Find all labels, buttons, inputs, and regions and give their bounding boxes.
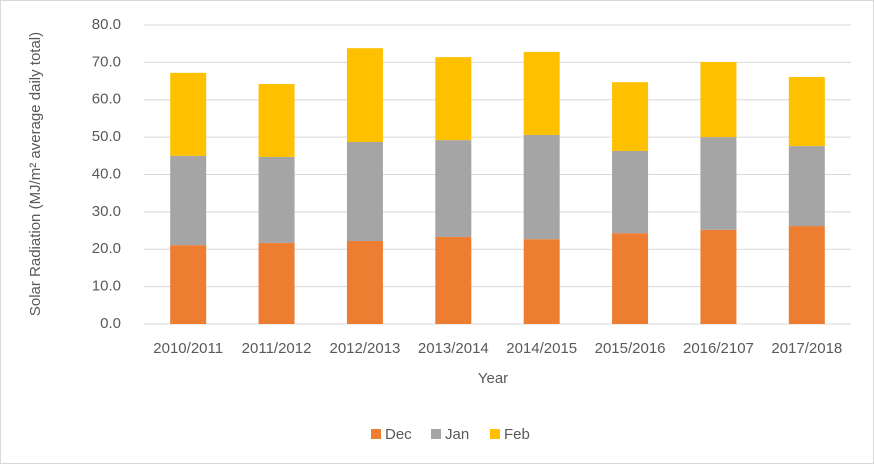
legend-swatch (371, 429, 381, 439)
y-tick-label: 0.0 (100, 315, 121, 332)
x-tick-label: 2015/2016 (595, 340, 666, 357)
bar-segment (258, 156, 295, 243)
y-tick-label: 10.0 (92, 278, 121, 295)
x-tick-label: 2013/2014 (418, 340, 489, 357)
bar-segment (170, 72, 207, 156)
bar-segment (346, 241, 383, 324)
bar-segment (700, 62, 737, 138)
bar-segment (346, 48, 383, 142)
bar-segment (788, 226, 825, 324)
legend-swatch (490, 429, 500, 439)
bar-segment (346, 141, 383, 242)
bar-segment (435, 140, 472, 237)
y-tick-label: 40.0 (92, 165, 121, 182)
y-tick-label: 80.0 (92, 16, 121, 33)
bar-segment (170, 245, 207, 324)
bar-segment (788, 76, 825, 147)
y-tick-label: 70.0 (92, 53, 121, 70)
x-axis-label: Year (478, 370, 508, 387)
x-tick-label: 2014/2015 (506, 340, 577, 357)
legend-label: Jan (445, 426, 469, 443)
x-tick-label: 2012/2013 (329, 340, 400, 357)
bar-segment (258, 242, 295, 324)
bar-segment (612, 150, 649, 234)
x-tick-label: 2017/2018 (771, 340, 842, 357)
legend-label: Feb (504, 426, 530, 443)
bar-segment (612, 82, 649, 151)
x-tick-label: 2010/2011 (153, 340, 223, 357)
y-axis-label: Solar Radiation (MJ/m² average daily tot… (27, 31, 44, 317)
legend-swatch (431, 429, 441, 439)
x-tick-label: 2016/2107 (683, 340, 754, 357)
y-tick-label: 30.0 (92, 203, 121, 220)
bar-segment (700, 137, 737, 230)
bar-segment (435, 57, 472, 141)
bar-segment (258, 84, 295, 157)
bar-segment (523, 239, 560, 324)
bar-segment (435, 236, 472, 324)
x-tick-label: 2011/2012 (242, 340, 312, 357)
y-tick-label: 50.0 (92, 128, 121, 145)
bar-segment (612, 233, 649, 324)
legend-label: Dec (385, 426, 412, 443)
bar-segment (523, 51, 560, 135)
bar-segment (523, 134, 560, 240)
bar-segment (170, 155, 207, 246)
bar-segment (700, 229, 737, 324)
bar-segment (788, 146, 825, 227)
y-tick-label: 20.0 (92, 240, 121, 257)
y-tick-label: 60.0 (92, 91, 121, 108)
